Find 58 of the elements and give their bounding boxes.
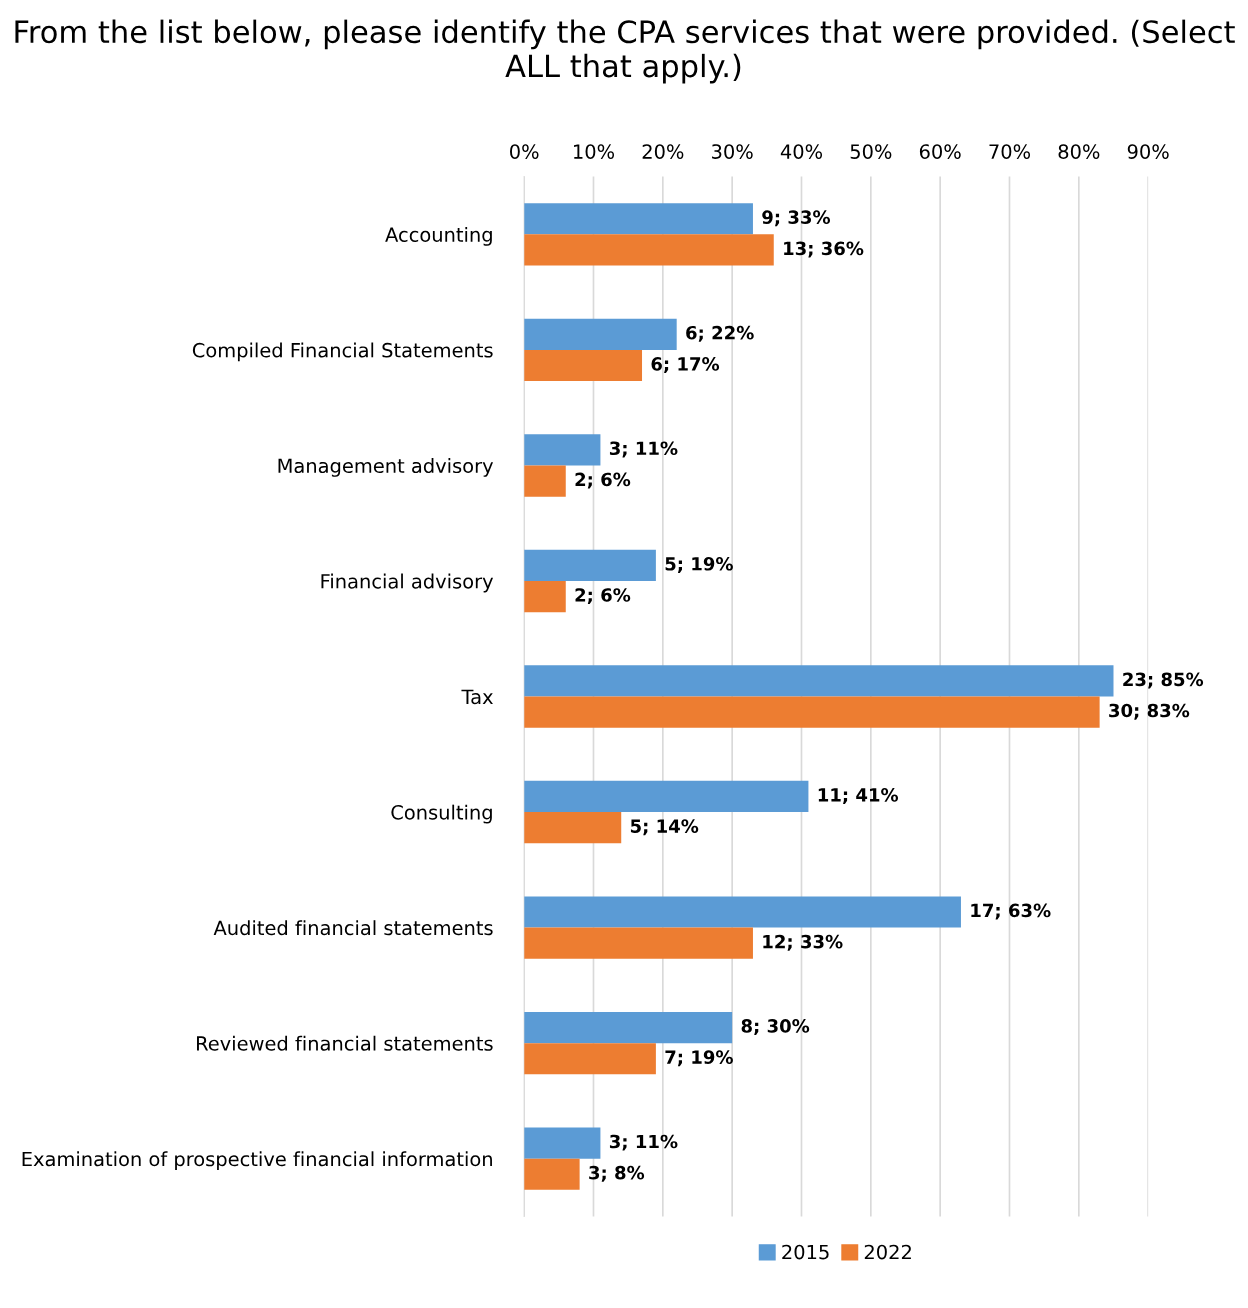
data-label: 2; 6%: [575, 588, 631, 605]
y-tick-label: Accounting: [385, 226, 492, 246]
data-label: 7; 19%: [665, 1050, 733, 1067]
data-label: 9; 33%: [762, 210, 831, 227]
bar: [524, 1127, 601, 1159]
bar: [524, 896, 961, 928]
bar: [524, 1043, 656, 1075]
data-label: 3; 11%: [609, 1134, 678, 1151]
chart-title: From the list below, please identify the CPA services that were provided. (Select ALL that apply.): [15, 19, 1235, 84]
bar: [524, 665, 1114, 697]
bar: [524, 465, 566, 497]
bar: [524, 318, 677, 350]
bar: [524, 1158, 580, 1190]
data-label: 12; 33%: [763, 934, 843, 951]
bar: [524, 780, 809, 813]
y-tick-label: Management advisory: [278, 458, 494, 477]
legend-label: 2022: [864, 1244, 911, 1260]
bar: [524, 696, 1100, 728]
data-label: 23; 85%: [1123, 672, 1204, 689]
data-label: 3; 8%: [589, 1165, 645, 1182]
data-label: 5; 14%: [630, 819, 699, 836]
x-tick-label: 0%: [510, 144, 539, 159]
data-label: 6; 17%: [651, 357, 720, 374]
data-label: 30; 83%: [1109, 703, 1190, 720]
bar: [524, 812, 622, 844]
x-tick-label: 80%: [1058, 144, 1100, 159]
bar: [524, 1011, 733, 1044]
y-tick-label: Financial advisory: [321, 573, 494, 593]
data-label: 17; 63%: [971, 903, 1051, 920]
y-tick-label: Reviewed financial statements: [197, 1035, 493, 1051]
x-tick-label: 70%: [989, 144, 1031, 159]
x-tick-label: 10%: [574, 144, 615, 159]
x-tick-label: 40%: [780, 144, 823, 159]
data-label: 6; 22%: [686, 325, 754, 342]
x-tick-label: 30%: [712, 144, 753, 159]
data-label: 8; 30%: [741, 1019, 810, 1036]
bar: [524, 349, 643, 382]
data-label: 2; 6%: [575, 472, 631, 489]
y-tick-label: Audited financial statements: [213, 920, 493, 936]
y-tick-label: Examination of prospective financial information: [22, 1151, 492, 1171]
bar: [524, 580, 566, 613]
x-tick-label: 50%: [850, 144, 892, 159]
bar: [524, 549, 656, 581]
x-tick-label: 90%: [1127, 144, 1169, 159]
bar: [524, 234, 774, 266]
data-label: 3; 11%: [609, 441, 678, 458]
data-label: 5; 19%: [665, 556, 733, 573]
x-tick-label: 60%: [919, 144, 961, 159]
y-tick-label: Compiled Financial Statements: [192, 342, 493, 362]
x-tick-label: 20%: [642, 144, 684, 159]
bar: [524, 203, 753, 235]
bar: [524, 434, 601, 466]
data-label: 11; 41%: [818, 788, 899, 804]
y-tick-label: Consulting: [391, 804, 492, 824]
bar: [524, 927, 753, 959]
data-label: 13; 36%: [784, 241, 864, 258]
legend-label: 2015: [782, 1244, 829, 1260]
y-tick-label: Tax: [461, 689, 493, 705]
